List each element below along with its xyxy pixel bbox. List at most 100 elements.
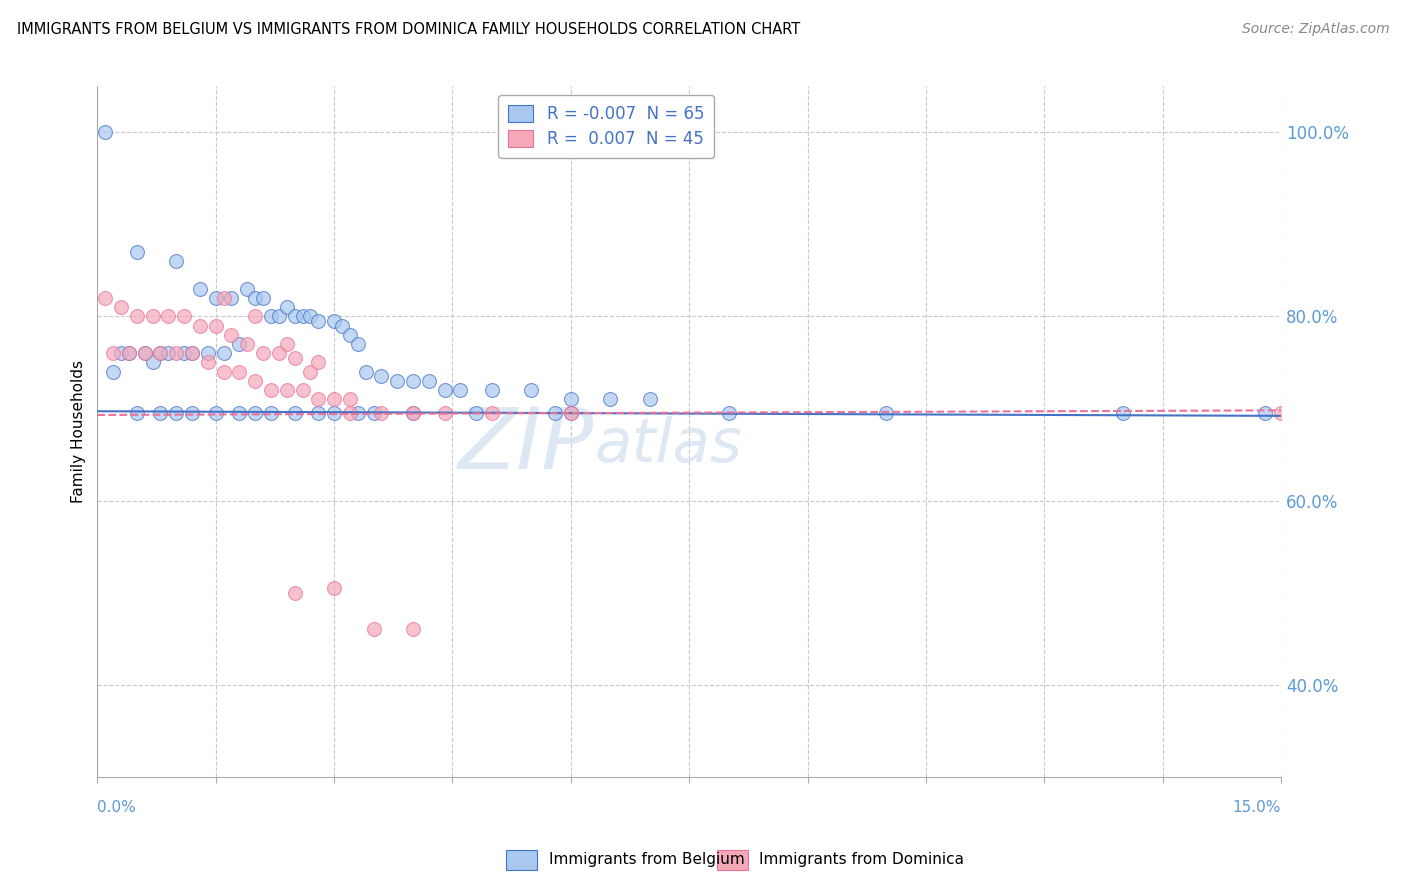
Point: [252, 346, 274, 360]
Text: 0.0%: 0.0%: [97, 799, 136, 814]
Point: [323, 392, 346, 407]
Point: [481, 383, 503, 397]
Point: [221, 327, 243, 342]
Point: [181, 346, 204, 360]
Point: [125, 245, 148, 260]
FancyBboxPatch shape: [506, 850, 537, 870]
Point: [221, 291, 243, 305]
Point: [299, 310, 322, 324]
Point: [181, 346, 204, 360]
Point: [291, 310, 314, 324]
Point: [339, 327, 361, 342]
Point: [212, 365, 235, 379]
Point: [291, 383, 314, 397]
Point: [142, 310, 165, 324]
Point: [212, 346, 235, 360]
Point: [346, 406, 368, 420]
Point: [299, 365, 322, 379]
Point: [1270, 406, 1292, 420]
Point: [236, 282, 259, 296]
Point: [243, 406, 266, 420]
Point: [339, 406, 361, 420]
Point: [307, 355, 329, 369]
Point: [125, 310, 148, 324]
Point: [173, 346, 195, 360]
Point: [197, 346, 219, 360]
Point: [267, 310, 290, 324]
Text: Immigrants from Dominica: Immigrants from Dominica: [759, 853, 965, 867]
Point: [544, 406, 567, 420]
Text: atlas: atlas: [595, 416, 742, 475]
Point: [307, 406, 329, 420]
Point: [363, 623, 385, 637]
Point: [260, 310, 283, 324]
Point: [101, 346, 124, 360]
Point: [465, 406, 488, 420]
Point: [157, 310, 180, 324]
Point: [307, 314, 329, 328]
Point: [125, 406, 148, 420]
Point: [188, 318, 211, 333]
Point: [197, 355, 219, 369]
Text: Source: ZipAtlas.com: Source: ZipAtlas.com: [1241, 22, 1389, 37]
Point: [149, 346, 172, 360]
Point: [212, 291, 235, 305]
Point: [276, 383, 298, 397]
Point: [284, 351, 307, 365]
FancyBboxPatch shape: [717, 850, 748, 870]
Point: [204, 406, 226, 420]
Point: [323, 314, 346, 328]
Point: [267, 346, 290, 360]
Legend: R = -0.007  N = 65, R =  0.007  N = 45: R = -0.007 N = 65, R = 0.007 N = 45: [498, 95, 714, 158]
Point: [418, 374, 440, 388]
Point: [717, 406, 740, 420]
Point: [165, 254, 187, 268]
Point: [339, 392, 361, 407]
Point: [354, 365, 377, 379]
Point: [449, 383, 471, 397]
Point: [520, 383, 543, 397]
Point: [243, 374, 266, 388]
Point: [1254, 406, 1277, 420]
Point: [252, 291, 274, 305]
Point: [481, 406, 503, 420]
Point: [260, 383, 283, 397]
Point: [149, 346, 172, 360]
Point: [260, 406, 283, 420]
Text: 15.0%: 15.0%: [1233, 799, 1281, 814]
Point: [134, 346, 156, 360]
Point: [1112, 406, 1135, 420]
Point: [94, 291, 117, 305]
Point: [94, 125, 117, 139]
Point: [387, 374, 409, 388]
Point: [228, 365, 250, 379]
Point: [101, 365, 124, 379]
Point: [165, 406, 187, 420]
Point: [599, 392, 621, 407]
Point: [330, 318, 353, 333]
Point: [134, 346, 156, 360]
Point: [181, 406, 204, 420]
Point: [402, 406, 425, 420]
Point: [402, 406, 425, 420]
Point: [149, 406, 172, 420]
Text: ZIP: ZIP: [458, 404, 595, 487]
Text: Immigrants from Belgium: Immigrants from Belgium: [548, 853, 744, 867]
Point: [243, 310, 266, 324]
Point: [188, 282, 211, 296]
Point: [110, 346, 132, 360]
Point: [370, 406, 392, 420]
Point: [560, 406, 582, 420]
Y-axis label: Family Households: Family Households: [72, 360, 86, 503]
Point: [118, 346, 141, 360]
Point: [157, 346, 180, 360]
Point: [276, 300, 298, 314]
Point: [173, 310, 195, 324]
Point: [433, 406, 456, 420]
Point: [560, 392, 582, 407]
Text: IMMIGRANTS FROM BELGIUM VS IMMIGRANTS FROM DOMINICA FAMILY HOUSEHOLDS CORRELATIO: IMMIGRANTS FROM BELGIUM VS IMMIGRANTS FR…: [17, 22, 800, 37]
Point: [142, 355, 165, 369]
Point: [284, 585, 307, 599]
Point: [875, 406, 897, 420]
Point: [165, 346, 187, 360]
